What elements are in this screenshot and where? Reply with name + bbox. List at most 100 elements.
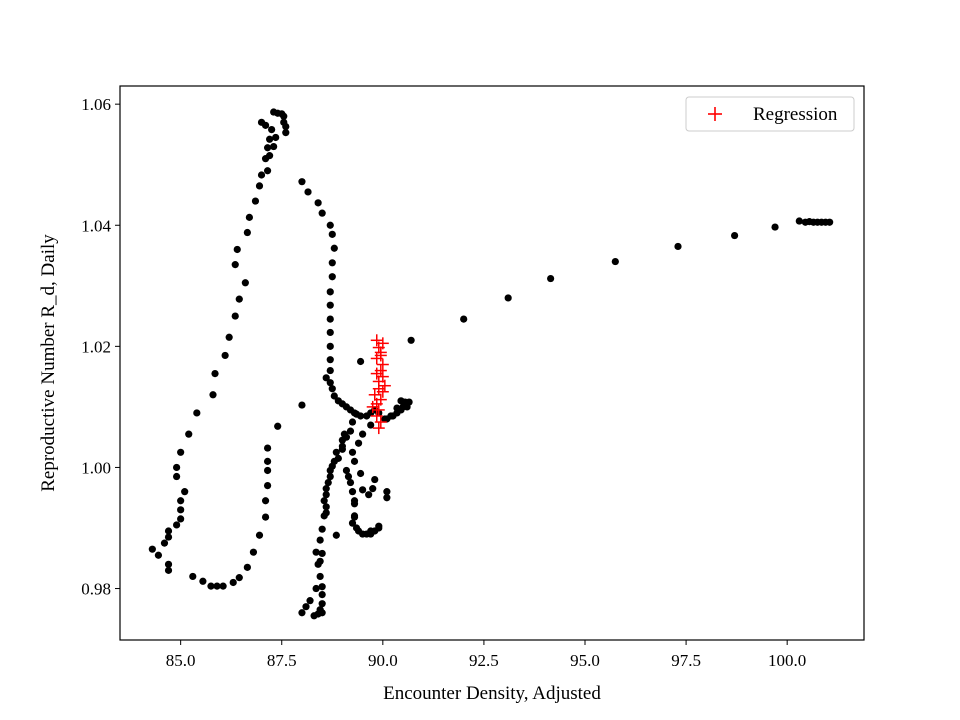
data-point [326, 328, 334, 337]
data-point [211, 369, 219, 378]
data-point [369, 485, 377, 493]
data-point [164, 560, 173, 568]
y-tick-label: 1.06 [81, 95, 111, 114]
data-point [367, 421, 375, 429]
regression-point [372, 341, 385, 354]
regression-point [374, 416, 387, 429]
data-point [348, 418, 357, 426]
data-point [393, 404, 401, 412]
data-point [219, 582, 227, 590]
regression-point [370, 352, 383, 365]
data-point [795, 217, 803, 225]
data-point [330, 457, 338, 465]
data-point [185, 430, 193, 438]
regression-point [372, 422, 385, 435]
data-point [348, 448, 357, 456]
data-point [164, 566, 173, 574]
data-point [280, 112, 288, 120]
data-point [547, 274, 555, 283]
y-tick-label: 0.98 [81, 580, 111, 599]
data-point [731, 231, 739, 240]
data-point [322, 503, 330, 511]
regression-point [378, 379, 391, 392]
data-point [164, 533, 173, 541]
y-tick-label: 1.02 [81, 337, 111, 356]
data-point [243, 563, 251, 571]
data-point [316, 606, 324, 614]
data-point [403, 403, 411, 411]
data-point [771, 223, 779, 231]
data-point [243, 228, 251, 237]
data-point [318, 549, 326, 558]
data-point [359, 486, 367, 494]
data-point [231, 312, 239, 320]
data-point [173, 521, 181, 529]
y-axis-label: Reproductive Number R_d, Daily [38, 234, 59, 492]
data-point [338, 442, 346, 450]
data-point [199, 577, 207, 585]
data-point [225, 333, 233, 341]
data-point [177, 448, 185, 456]
data-point [241, 279, 249, 287]
data-point [354, 439, 363, 447]
data-point [314, 199, 322, 207]
data-point [235, 574, 243, 582]
data-point [350, 500, 359, 508]
data-point [257, 118, 266, 126]
legend-label-regression: Regression [753, 104, 838, 125]
data-point [340, 430, 349, 438]
data-point [326, 356, 334, 364]
data-point [298, 401, 306, 409]
data-point [255, 531, 264, 539]
data-point [460, 315, 468, 323]
data-point [306, 597, 314, 605]
data-point [330, 244, 338, 252]
data-point [213, 582, 221, 590]
data-point [332, 531, 340, 539]
data-point [298, 178, 306, 186]
x-tick-label: 92.5 [469, 651, 499, 670]
data-point [367, 527, 375, 535]
data-point [164, 527, 173, 535]
data-point [266, 135, 274, 143]
data-point [229, 578, 237, 587]
data-point [324, 478, 332, 487]
data-point [322, 374, 330, 382]
data-point [270, 108, 278, 116]
x-tick-label: 95.0 [570, 651, 600, 670]
data-point [318, 590, 326, 599]
data-point [245, 213, 253, 221]
data-point [320, 497, 328, 505]
data-point [231, 261, 239, 269]
data-point [263, 457, 272, 465]
data-point [298, 609, 306, 617]
data-point [328, 273, 336, 281]
data-point [342, 466, 351, 475]
data-point [348, 488, 357, 496]
data-point [235, 295, 243, 303]
data-point [257, 171, 266, 179]
data-point [263, 482, 272, 490]
data-point [332, 448, 340, 456]
data-point [322, 485, 330, 493]
data-point [266, 152, 274, 160]
data-point [348, 519, 357, 527]
data-point [365, 491, 373, 499]
data-point [326, 342, 334, 350]
data-point [356, 469, 365, 478]
regression-point [370, 367, 383, 380]
data-point [611, 257, 619, 266]
data-point [263, 466, 272, 475]
data-point [375, 522, 383, 530]
data-point [407, 336, 415, 344]
data-point [346, 478, 355, 487]
data-point [312, 548, 320, 556]
data-point [316, 572, 324, 581]
data-point [338, 436, 346, 444]
data-point [328, 230, 336, 238]
data-point [359, 430, 367, 438]
data-point [383, 415, 391, 423]
data-point [504, 294, 512, 302]
data-point [263, 444, 272, 452]
